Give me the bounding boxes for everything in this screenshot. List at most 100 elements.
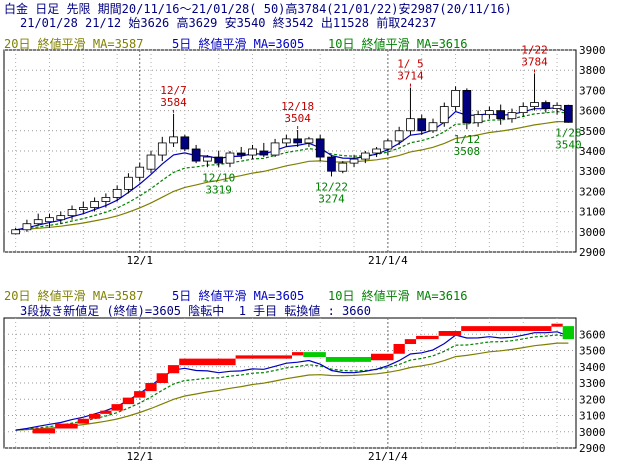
kagi-brick-6 [122, 397, 135, 405]
candle-body-4 [56, 215, 66, 221]
candle-body-29 [338, 162, 348, 172]
candle-body-25 [293, 138, 302, 144]
x-tick-label-1-1: 21/1/4 [368, 450, 408, 463]
y-tick-label-1-7: 3600 [579, 328, 606, 341]
candle-body-35 [406, 118, 415, 132]
candle-body-34 [394, 130, 404, 142]
candle-body-8 [101, 197, 111, 202]
candle-body-10 [124, 176, 133, 190]
candle-body-18 [214, 156, 224, 164]
candle-body-1 [22, 223, 32, 231]
candle-body-27 [315, 138, 325, 158]
kagi-brick-17 [393, 344, 405, 354]
y-tick-label-1-3: 3200 [579, 393, 606, 406]
annot-date-3: 1/22 [521, 43, 548, 56]
kagi-brick-5 [111, 404, 123, 411]
candle-body-16 [191, 148, 201, 162]
candle-body-28 [327, 156, 336, 172]
annot-date-0: 12/7 [160, 84, 187, 97]
kagi-brick-1 [55, 423, 78, 429]
annot-date-1: 12/18 [281, 100, 314, 113]
legend-bottom-ma10: 10日 終値平滑 MA=3616 [328, 289, 468, 303]
candle-body-3 [45, 217, 54, 223]
annot-value-0: 3584 [160, 96, 187, 109]
candle-body-11 [135, 166, 145, 178]
candle-body-44 [507, 112, 517, 120]
candle-body-32 [372, 148, 381, 154]
kagi-brick-16 [370, 353, 394, 361]
candle-body-19 [225, 152, 235, 164]
kagi-brick-10 [167, 365, 180, 374]
kagi-brick-9 [156, 373, 168, 383]
y-tick-label-1-5: 3400 [579, 361, 606, 374]
candle-body-12 [146, 154, 156, 170]
legend-bottom-ma20: 20日 終値平滑 MA=3587 [4, 289, 144, 303]
annot-date-4: 12/10 [202, 171, 235, 184]
candle-body-43 [496, 110, 506, 120]
y-tick-label-1-4: 3300 [579, 377, 606, 390]
kagi-brick-18 [404, 339, 417, 344]
candle-body-47 [541, 102, 551, 109]
kagi-brick-23 [562, 326, 574, 340]
y-tick-label-0-8: 3700 [579, 84, 606, 97]
candle-body-24 [282, 138, 291, 144]
candle-body-14 [169, 136, 178, 144]
candle-body-30 [349, 158, 359, 164]
candle-body-23 [270, 142, 280, 156]
annot-value-1: 3504 [284, 112, 311, 125]
y-tick-label-0-4: 3300 [579, 165, 606, 178]
candle-body-20 [236, 152, 246, 156]
candle-body-40 [462, 90, 472, 124]
candle-body-7 [90, 201, 99, 208]
candle-body-5 [67, 209, 77, 217]
kagi-brick-7 [134, 391, 146, 398]
candle-body-13 [157, 142, 167, 156]
annot-date-5: 12/22 [315, 180, 348, 193]
x-tick-label-1-0: 12/1 [126, 450, 153, 463]
candle-body-2 [33, 219, 43, 225]
kagi-brick-21 [461, 326, 552, 331]
legend-top-ma10: 10日 終値平滑 MA=3616 [328, 37, 468, 51]
kagi-brick-8 [145, 383, 157, 392]
y-tick-label-0-2: 3100 [579, 206, 606, 219]
x-tick-label-0-0: 12/1 [126, 254, 153, 267]
candle-body-42 [485, 110, 494, 116]
legend-bottom-kagi: 3段抜き新値足 (終値)=3605 陰転中 1 手目 転換値 : 3660 [20, 304, 371, 318]
candle-body-26 [304, 138, 314, 144]
kagi-brick-2 [77, 418, 89, 424]
ma20-line-top [15, 120, 569, 231]
candle-body-38 [439, 106, 449, 124]
candle-body-45 [518, 106, 528, 114]
candle-body-33 [383, 140, 393, 150]
chart-header-line1: 白金 日足 先限 期間20/11/16～21/01/28( 50)高3784(2… [4, 2, 512, 16]
annot-date-7: 1/28 [555, 127, 582, 140]
y-tick-label-0-9: 3800 [579, 64, 606, 77]
y-tick-label-0-6: 3500 [579, 125, 606, 138]
kagi-brick-4 [100, 410, 112, 414]
annot-date-2: 1/ 5 [397, 58, 424, 71]
candle-body-31 [360, 152, 370, 160]
candle-body-39 [451, 90, 460, 107]
candle-body-9 [112, 188, 122, 198]
y-tick-label-1-2: 3100 [579, 410, 606, 423]
candle-body-46 [530, 102, 539, 107]
y-tick-label-1-1: 3000 [579, 426, 606, 439]
kagi-brick-0 [32, 428, 56, 434]
kagi-brick-22 [551, 323, 563, 327]
kagi-brick-14 [303, 352, 326, 357]
candle-body-6 [78, 207, 88, 210]
y-tick-label-0-3: 3200 [579, 185, 606, 198]
candle-body-49 [564, 104, 573, 123]
x-tick-label-0-1: 21/1/4 [368, 254, 408, 267]
legend-bottom-ma5: 5日 終値平滑 MA=3605 [172, 289, 305, 303]
candle-body-15 [180, 136, 190, 150]
annot-value-6: 3508 [454, 145, 481, 158]
y-tick-label-0-5: 3400 [579, 145, 606, 158]
y-tick-label-0-1: 3000 [579, 226, 606, 239]
candle-body-22 [259, 150, 269, 156]
ma5-line-bottom [15, 331, 569, 431]
annot-value-5: 3274 [318, 192, 345, 205]
kagi-brick-13 [292, 352, 304, 356]
candle-body-36 [417, 118, 427, 132]
